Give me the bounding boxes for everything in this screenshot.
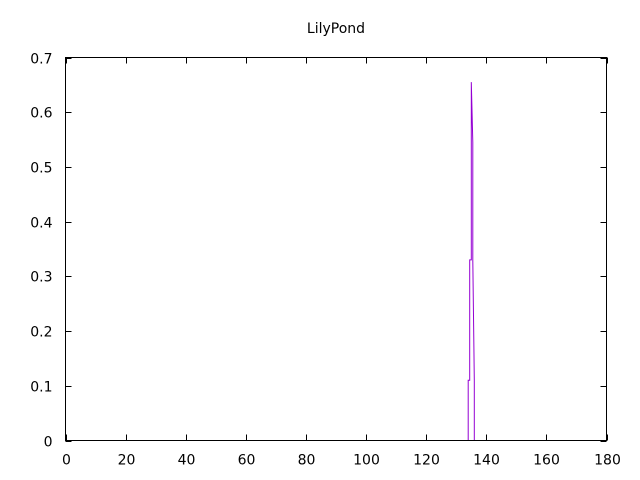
series-layer [467, 82, 475, 441]
x-tick-label: 60 [238, 453, 256, 469]
series-line [467, 82, 475, 441]
x-tick-label: 0 [62, 453, 71, 469]
x-tick-label: 40 [178, 453, 196, 469]
y-tick-label: 0.7 [30, 52, 52, 68]
y-tick-label: 0.6 [30, 106, 52, 122]
y-tick-label: 0 [44, 435, 53, 451]
x-tick-label: 160 [533, 453, 560, 469]
x-tick-label: 80 [298, 453, 316, 469]
y-tick-label: 0.4 [30, 216, 52, 232]
y-axis-tick-labels: 0 0.1 0.2 0.3 0.4 0.5 0.6 0.7 [30, 52, 52, 451]
x-tick-label: 120 [413, 453, 440, 469]
y-tick-label: 0.3 [30, 270, 52, 286]
chart-title: LilyPond [307, 21, 365, 37]
x-tick-label: 20 [118, 453, 136, 469]
y-tick-label: 0.5 [30, 161, 52, 177]
tick-marks [65, 57, 608, 442]
x-tick-label: 140 [473, 453, 500, 469]
plot-frame [65, 57, 607, 441]
x-tick-label: 180 [594, 453, 621, 469]
x-axis-tick-labels: 0 20 40 60 80 100 120 140 160 180 [62, 453, 621, 469]
x-tick-label: 100 [353, 453, 380, 469]
y-tick-label: 0.2 [30, 325, 52, 341]
y-tick-label: 0.1 [30, 380, 52, 396]
